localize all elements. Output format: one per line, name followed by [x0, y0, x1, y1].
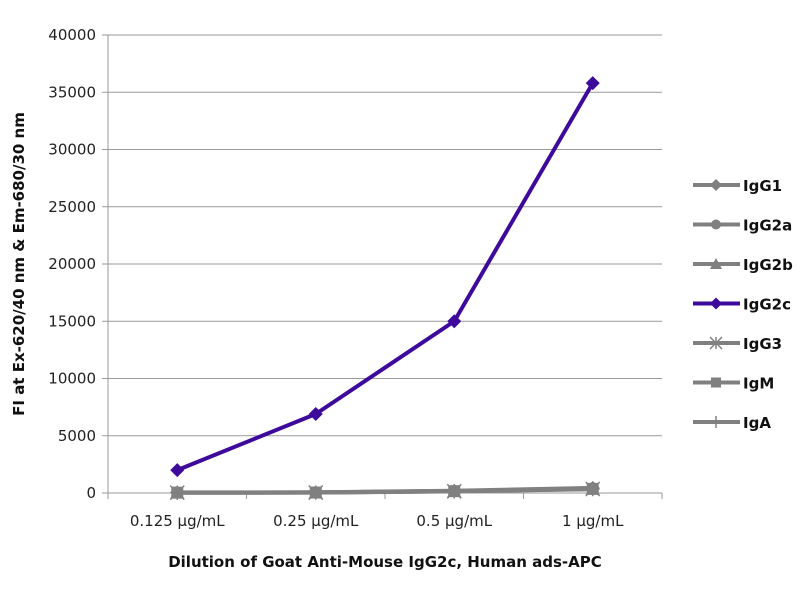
- y-tick-label: 15000: [48, 312, 96, 330]
- x-axis-label: Dilution of Goat Anti-Mouse IgG2c, Human…: [168, 553, 602, 571]
- series-IgG2c: [170, 76, 600, 478]
- circle-marker: [711, 219, 721, 230]
- x-tick-label: 0.125 µg/mL: [130, 512, 225, 530]
- legend-label: IgM: [743, 375, 774, 393]
- legend-label: IgG3: [743, 335, 782, 353]
- series-IgA: [176, 482, 594, 500]
- x-tick-label: 1 µg/mL: [562, 512, 624, 530]
- legend-label: IgG2b: [743, 256, 793, 274]
- y-axis-label: FI at Ex-620/40 nm & Em-680/30 nm: [10, 112, 28, 416]
- series-line: [177, 487, 593, 495]
- diamond-marker: [170, 463, 185, 478]
- axes: 0 5000 10000 15000 20000 25000 30000 35000 40000…: [48, 26, 663, 530]
- x-tick-label: 0.25 µg/mL: [273, 512, 359, 530]
- diamond-marker: [585, 76, 600, 91]
- diamond-marker: [710, 297, 722, 310]
- legend-item: IgG1: [693, 177, 782, 195]
- legend: IgG1 IgG2a IgG2b IgG2c IgG3 IgM IgA: [693, 177, 793, 432]
- diamond-marker: [710, 179, 722, 191]
- y-tick-label: 10000: [48, 370, 96, 388]
- y-tick-label: 35000: [48, 83, 96, 101]
- star-marker: [709, 336, 723, 350]
- legend-item: IgG2a: [693, 217, 792, 235]
- legend-label: IgG1: [743, 177, 782, 195]
- triangle-marker: [710, 258, 722, 269]
- square-marker: [711, 377, 721, 388]
- y-tick-label: 0: [86, 484, 96, 502]
- legend-item: IgG3: [693, 335, 782, 353]
- y-tick-label: 40000: [48, 26, 96, 44]
- series-line: [176, 82, 595, 472]
- series-group: [169, 76, 601, 501]
- diamond-marker: [447, 314, 462, 329]
- legend-item: IgG2c: [693, 296, 791, 314]
- legend-item: IgM: [693, 375, 774, 393]
- y-tick-label: 5000: [58, 427, 96, 445]
- diamond-marker: [308, 406, 323, 421]
- legend-item: IgG2b: [693, 256, 793, 274]
- gridlines: [108, 34, 662, 437]
- legend-label: IgG2c: [743, 296, 791, 314]
- y-tick-label: 25000: [48, 198, 96, 216]
- y-tick-label: 20000: [48, 255, 96, 273]
- legend-label: IgA: [743, 414, 771, 432]
- legend-label: IgG2a: [743, 217, 792, 235]
- y-tick-label: 30000: [48, 141, 96, 159]
- x-tick-label: 0.5 µg/mL: [416, 512, 492, 530]
- legend-item: IgA: [693, 414, 771, 432]
